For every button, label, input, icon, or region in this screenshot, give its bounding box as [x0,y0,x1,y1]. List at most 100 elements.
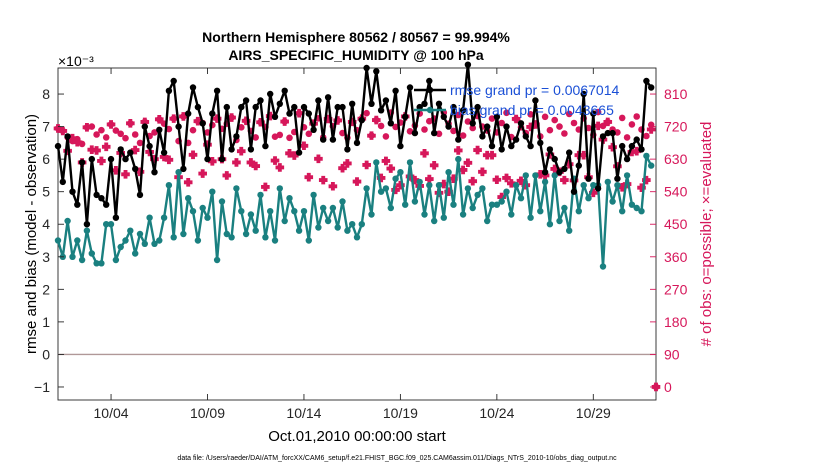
bias-point [585,195,592,202]
rmse-point [257,97,264,104]
tick-layer: 10/04 10/09 10/14 10/19 10/24 10/29 −1 0 1 2 3 4 5 6 7… [34,68,688,421]
bias-point [315,224,322,231]
rmse-point [334,103,341,111]
bias-point [218,198,226,205]
rmse-point [561,165,568,173]
obs-evaluated-point [352,177,362,186]
obs-evaluated-point [126,119,135,128]
rmse-point [117,146,124,153]
bias-point [609,198,616,205]
rmse-point [213,87,221,95]
bias-point [271,237,279,244]
rmse-point [455,136,462,143]
rmse-point [435,100,443,108]
rmse-point [353,139,361,147]
y-right-tick-label: 630 [664,151,688,167]
rmse-point [479,133,486,140]
bias-point [387,204,394,212]
obs-evaluated-point [463,158,473,168]
obs-evaluated-point [579,150,588,160]
bias-point [175,169,182,176]
bias-point [546,221,554,228]
obs-evaluated-point [371,115,381,125]
bias-point [479,185,486,192]
rmse-point [349,100,356,108]
rmse-point [218,155,226,163]
obs-possible-point [382,133,390,140]
rmse-point [122,155,129,163]
obs-possible-point [628,121,636,128]
obs-evaluated-point [290,151,299,160]
obs-evaluated-point [232,158,241,167]
bias-point [329,204,337,212]
rmse-point [392,87,399,95]
obs-possible-point [93,131,100,138]
obs-evaluated-point [589,188,598,198]
obs-possible-point [570,119,578,127]
bias-point [281,217,288,225]
bias-point [411,198,419,205]
obs-evaluated-point [482,150,492,160]
obs-evaluated-point [564,159,574,169]
rmse-point [252,103,259,111]
obs-evaluated-point [227,113,236,122]
exponent-label: ×10⁻³ [58,53,94,69]
rmse-point [291,103,298,111]
obs-evaluated-point [362,160,371,170]
bias-point [132,250,139,257]
obs-evaluated-point [444,187,453,196]
rmse-point [324,94,332,101]
obs-evaluated-point [212,114,222,123]
bias-point [580,182,587,189]
obs-evaluated-point [613,162,622,171]
bias-point [320,204,327,212]
rmse-point [194,103,202,111]
rmse-point [575,162,582,169]
y-left-tick-label: 4 [42,216,50,232]
obs-evaluated-point [222,171,232,180]
y-left-tick-label: 2 [42,281,50,297]
obs-possible-point [435,130,443,138]
obs-evaluated-point [338,163,347,173]
bias-point [566,227,573,234]
obs-evaluated-point [92,146,101,155]
bias-point [112,256,120,264]
obs-evaluated-point [58,126,68,136]
obs-evaluated-point [560,175,569,185]
rmse-point [286,110,293,117]
obs-possible-point [238,124,245,131]
obs-evaluated-point [265,111,275,121]
rmse-point [262,142,269,150]
obs-evaluated-point [154,115,164,124]
obs-possible-point [618,114,626,122]
obs-possible-point [498,119,506,127]
rmse-point [599,133,607,140]
bias-point [88,250,96,257]
bias-point [459,211,467,218]
bias-point [599,263,607,270]
obs-evaluated-point [208,157,217,166]
y-right-tick-label: 0 [664,379,672,395]
bias-point [267,208,274,215]
x-axis-label: Oct.01,2010 00:00:00 start [268,428,446,445]
bias-point [286,195,293,202]
obs-evaluated-point [343,159,352,168]
obs-evaluated-point [646,125,656,134]
bias-point [512,182,520,189]
obs-evaluated-point [333,116,343,125]
rmse-line [56,63,653,226]
legend-label: bias grand pr = 0.0043665 [450,102,614,118]
obs-evaluated-point [487,150,497,160]
obs-evaluated-point [425,174,434,184]
rmse-point [93,191,100,199]
obs-evaluated-point [468,176,478,186]
rmse-point [276,100,283,108]
y-right-tick-label: 540 [664,184,688,200]
rmse-point [459,107,467,114]
y-right-tick-label: 270 [664,281,688,297]
x-tick-label: 10/19 [383,405,418,421]
obs-evaluated-point [376,173,386,183]
y-right-tick-label: 90 [664,346,680,362]
rmse-point [580,90,587,98]
obs-evaluated-point [299,141,309,151]
